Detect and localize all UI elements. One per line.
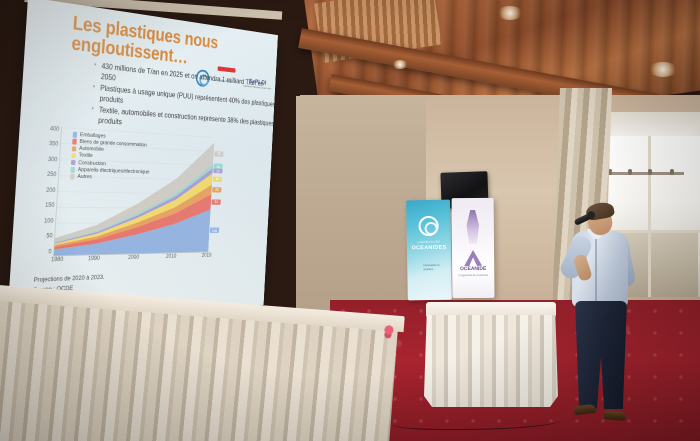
slide-bullet-list: 430 millions de T/an en 2025 et on atten… [56,57,277,138]
chart-y-tick: 150 [44,201,55,209]
presenter [556,200,652,441]
chart-y-tick: 250 [46,171,57,179]
legend-label: Textile [78,153,93,160]
chart-legend: Emballages Biens de grande consommation Au… [70,131,152,183]
window-mullion [602,230,700,233]
banner-circle-logo-icon [418,215,439,237]
ceiling-light-icon [648,62,678,77]
presenter-shoe [603,410,627,421]
legend-label: Automobile [78,146,104,154]
chart-value-label: 75 [214,150,224,157]
chart-y-tick: 400 [49,125,60,133]
banner-right: OCEANIDE Programme de recherche [451,197,495,299]
banner-left: LABORATOIRE OCEANIDES Partenaires et sou… [406,199,452,301]
legend-label: Construction [78,159,107,167]
table-skirt [424,315,558,407]
floor-cable [392,412,562,430]
legend-swatch [70,173,75,180]
chart-x-tick: 2019 [201,252,212,259]
banner-logo-mark-icon [464,250,482,266]
legend-swatch [71,145,77,152]
chart-x-axis: 1980 1990 2000 2010 2019 [50,252,212,268]
legend-swatch [70,159,76,166]
chart-y-tick: 200 [45,186,56,194]
banner-left-line1: LABORATOIRE [417,239,441,245]
banner-right-line1: OCEANIDE [459,265,487,273]
legend-item: Autres [70,174,149,182]
legend-swatch [72,131,78,138]
banner-figure-graphic [461,210,485,244]
chart-y-tick: 0 [48,247,52,255]
legend-label: Autres [77,173,92,181]
legend-swatch [71,152,77,159]
chart-value-label: 40 [212,176,223,182]
window-lower-pane [620,232,698,297]
chart-y-tick: 350 [48,140,59,148]
presenter-trousers [575,301,627,409]
table-top [426,302,556,318]
chart-x-tick: 1990 [87,254,101,263]
track-lighting [600,169,684,175]
chart-value-label: 14 [213,163,223,170]
chart-value-label: 54 [211,199,221,205]
presenter-shoe [573,403,597,416]
chart-value-label: 33 [212,186,222,193]
projection-screen: Les plastiques nous engloutissent… Unive… [7,0,278,323]
chart-area-emballages [53,208,211,256]
chart-y-tick: 300 [47,155,58,164]
chart-series-group [53,133,215,256]
chart-x-tick: 1980 [50,255,64,264]
skirted-table [424,302,558,408]
ceiling-light-icon [497,6,523,20]
chart-x-tick: 2000 [127,254,140,261]
ceiling-light-icon [392,60,408,69]
chart-y-tick: 50 [46,232,53,240]
legend-swatch [70,166,76,173]
stacked-area-chart: 400 350 300 250 200 150 100 50 0 1980 1990 2000 201… [32,125,241,276]
legend-swatch [72,138,78,145]
chart-x-tick: 2010 [165,253,177,260]
chart-value-label: 146 [209,227,220,234]
chart-y-tick: 100 [43,217,54,225]
side-wall-panel [296,96,426,311]
window-mullion [648,136,651,297]
flower-decoration [384,325,394,339]
banner-right-line2: Programme de recherche [458,273,488,278]
chart-plot-area [53,126,215,257]
banner-left-line2: OCEANIDES [411,244,447,252]
banner-left-line3: Partenaires et soutiens [423,263,440,271]
